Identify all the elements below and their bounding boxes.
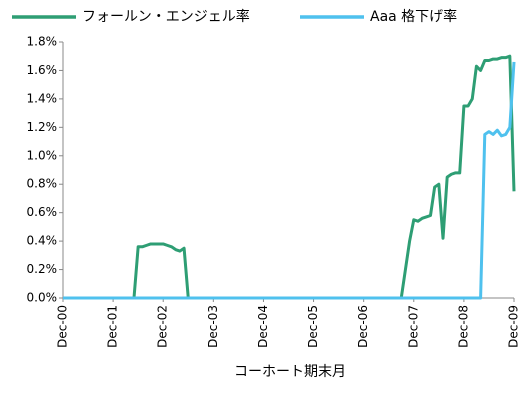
y-tick-label: 1.6%	[27, 63, 58, 77]
y-tick-label: 0.4%	[27, 234, 58, 248]
y-tick-label: 1.2%	[27, 120, 58, 134]
y-tick-label: 1.8%	[27, 35, 58, 49]
y-tick-label: 0.6%	[27, 205, 58, 219]
y-tick-label: 0.2%	[27, 262, 58, 276]
x-axis-title: コーホート期末月	[234, 364, 346, 380]
y-tick-label: 1.4%	[27, 91, 58, 105]
y-tick-label: 1.0%	[27, 148, 58, 162]
x-tick-label: Dec-07	[406, 305, 420, 348]
y-tick-label: 0.8%	[27, 177, 58, 191]
y-tick-label: 0.0%	[27, 291, 58, 305]
x-tick-label: Dec-08	[456, 305, 470, 348]
x-tick-label: Dec-01	[106, 305, 120, 348]
series-line	[63, 61, 516, 300]
x-tick-label: Dec-00	[56, 305, 70, 348]
x-tick-label: Dec-06	[356, 305, 370, 348]
x-tick-label: Dec-02	[156, 305, 170, 348]
x-tick-label: Dec-09	[507, 305, 518, 348]
x-tick-label: Dec-03	[206, 305, 220, 348]
legend-label: フォールン・エンジェル率	[82, 8, 250, 25]
series-line	[63, 54, 516, 300]
x-tick-label: Dec-05	[306, 305, 320, 348]
legend-label: Aaa 格下げ率	[370, 8, 457, 25]
x-tick-label: Dec-04	[256, 305, 270, 348]
